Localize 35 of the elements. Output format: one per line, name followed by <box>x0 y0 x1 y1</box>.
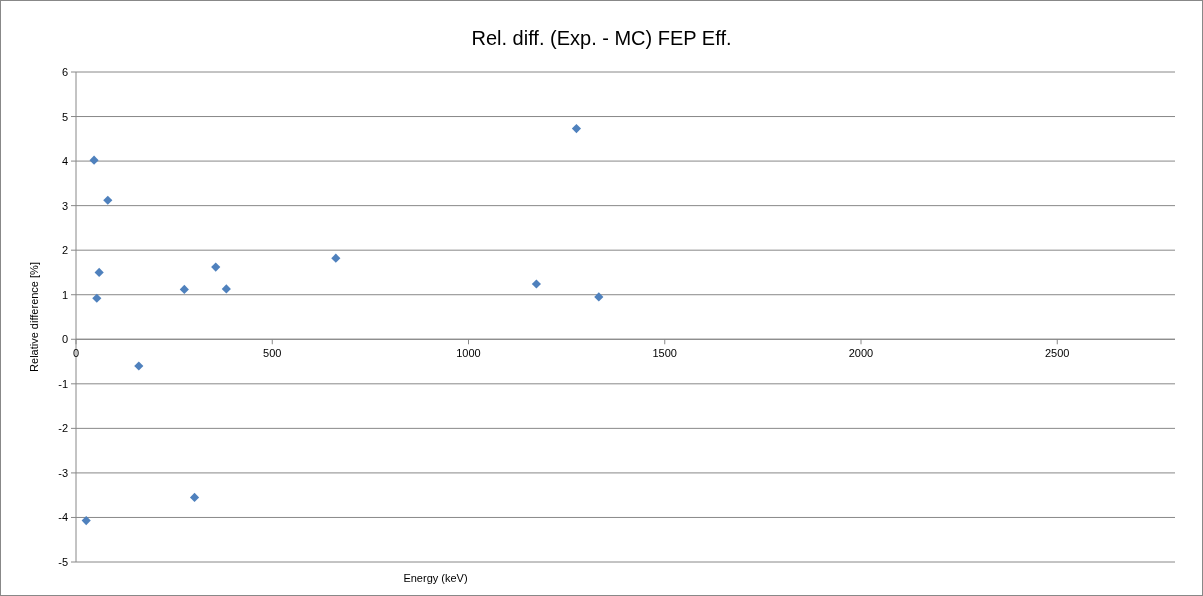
y-tick-label: 2 <box>61 244 68 257</box>
point <box>571 123 582 134</box>
point <box>103 195 113 205</box>
x-tick-label: 2000 <box>848 347 874 360</box>
y-axis-title: Relative difference [%] <box>28 262 40 372</box>
y-tick-label: -3 <box>58 466 68 479</box>
y-tick-label: 1 <box>61 288 68 301</box>
point <box>211 262 221 272</box>
point <box>531 279 541 289</box>
y-tick-label: -1 <box>58 377 68 390</box>
x-tick-label: 500 <box>263 347 282 360</box>
point <box>81 515 91 526</box>
y-tick-label: -4 <box>58 511 68 524</box>
y-tick-label: 6 <box>61 66 68 78</box>
x-tick-label: 1000 <box>456 347 481 360</box>
x-tick-label: 1500 <box>652 347 677 360</box>
point <box>331 253 341 263</box>
point <box>92 293 102 303</box>
x-tick-label: 0 <box>72 347 80 360</box>
point <box>221 284 231 294</box>
point <box>179 284 189 294</box>
y-tick-label: -5 <box>58 556 68 568</box>
point <box>89 155 99 165</box>
point <box>94 267 104 278</box>
y-tick-label: 0 <box>61 333 68 346</box>
y-tick-label: 3 <box>61 199 68 212</box>
point <box>189 492 200 502</box>
y-tick-label: 5 <box>61 110 68 123</box>
x-tick-label: 2500 <box>1045 347 1070 360</box>
x-axis-title: Energy (keV) <box>403 572 468 584</box>
y-tick-label: -2 <box>58 422 68 435</box>
y-tick-label: 4 <box>61 155 68 168</box>
chart-title: Rel. diff. (Exp. - MC) FEP Eff. <box>471 27 732 49</box>
point <box>594 292 604 302</box>
point <box>134 361 144 371</box>
